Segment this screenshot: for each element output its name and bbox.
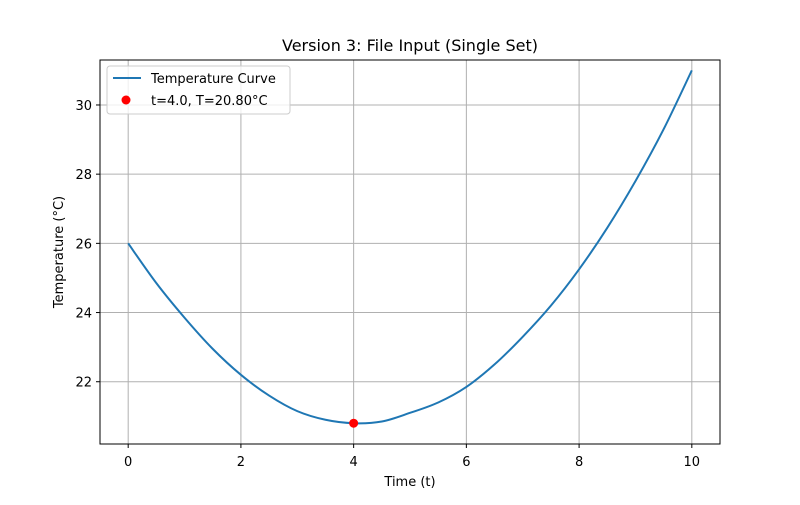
grid-lines <box>100 60 720 444</box>
legend-label-curve: Temperature Curve <box>150 72 276 87</box>
x-tick-label: 10 <box>684 455 701 470</box>
y-tick-label: 24 <box>75 307 92 322</box>
highlight-point <box>349 418 359 428</box>
legend-label-point: t=4.0, T=20.80°C <box>151 94 268 109</box>
x-tick-label: 2 <box>237 455 245 470</box>
legend-point-swatch <box>121 95 131 105</box>
y-tick-label: 26 <box>75 237 92 252</box>
x-tick-label: 6 <box>462 455 470 470</box>
x-tick-label: 4 <box>349 455 357 470</box>
x-axis-label: Time (t) <box>383 475 435 490</box>
chart-title: Version 3: File Input (Single Set) <box>282 36 538 55</box>
y-tick-label: 28 <box>75 168 92 183</box>
y-axis-label: Temperature (°C) <box>52 196 67 309</box>
x-tick-label: 0 <box>124 455 132 470</box>
plot-series <box>127 69 693 428</box>
plot-frame <box>99 59 721 445</box>
y-tick-label: 22 <box>75 376 92 391</box>
legend-box <box>106 65 291 115</box>
x-tick-label: 8 <box>575 455 583 470</box>
legend: Temperature Curve t=4.0, T=20.80°C <box>106 65 291 115</box>
temperature-curve-line <box>127 69 693 425</box>
y-tick-label: 30 <box>75 99 92 114</box>
